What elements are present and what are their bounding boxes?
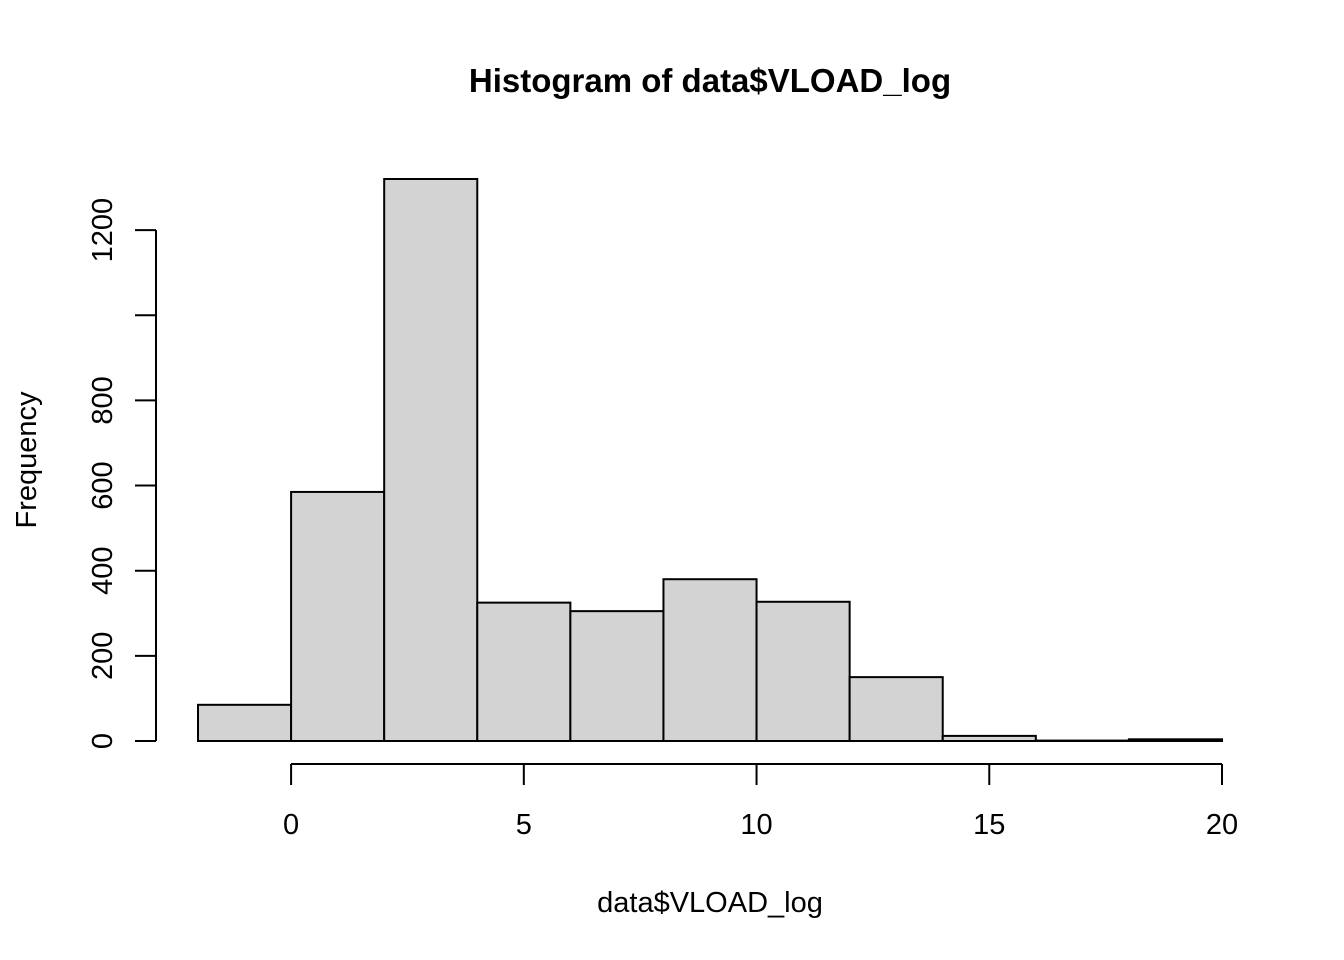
y-tick-label: 200 <box>87 632 119 680</box>
histogram-bar <box>755 600 851 743</box>
histogram-bar <box>197 703 293 742</box>
y-axis-label: Frequency <box>11 391 43 529</box>
histogram-bar <box>290 490 386 742</box>
y-tick-label: 600 <box>87 461 119 509</box>
x-tick-label: 20 <box>1206 809 1238 841</box>
histogram-bar <box>662 578 758 742</box>
x-tick-label: 0 <box>283 809 299 841</box>
histogram-bar <box>569 610 665 742</box>
y-tick-label: 0 <box>87 733 119 749</box>
y-tick-label: 800 <box>87 376 119 424</box>
x-axis: 0 5 10 15 20 <box>283 763 1238 841</box>
x-axis-label: data$VLOAD_log <box>597 887 823 919</box>
y-tick-label: 400 <box>87 547 119 595</box>
histogram-bar <box>941 734 1037 743</box>
x-tick-label: 15 <box>973 809 1005 841</box>
y-axis: 0 200 400 600 800 1200 <box>87 198 157 749</box>
histogram-bar <box>383 178 479 742</box>
bars-group <box>197 178 1223 743</box>
x-tick-label: 10 <box>740 809 772 841</box>
histogram-bar <box>848 676 944 742</box>
chart-title: Histogram of data$VLOAD_log <box>469 62 951 99</box>
histogram-bar <box>1127 738 1223 743</box>
x-tick-label: 5 <box>516 809 532 841</box>
y-tick-label: 1200 <box>87 198 119 263</box>
histogram-bar <box>476 601 572 742</box>
